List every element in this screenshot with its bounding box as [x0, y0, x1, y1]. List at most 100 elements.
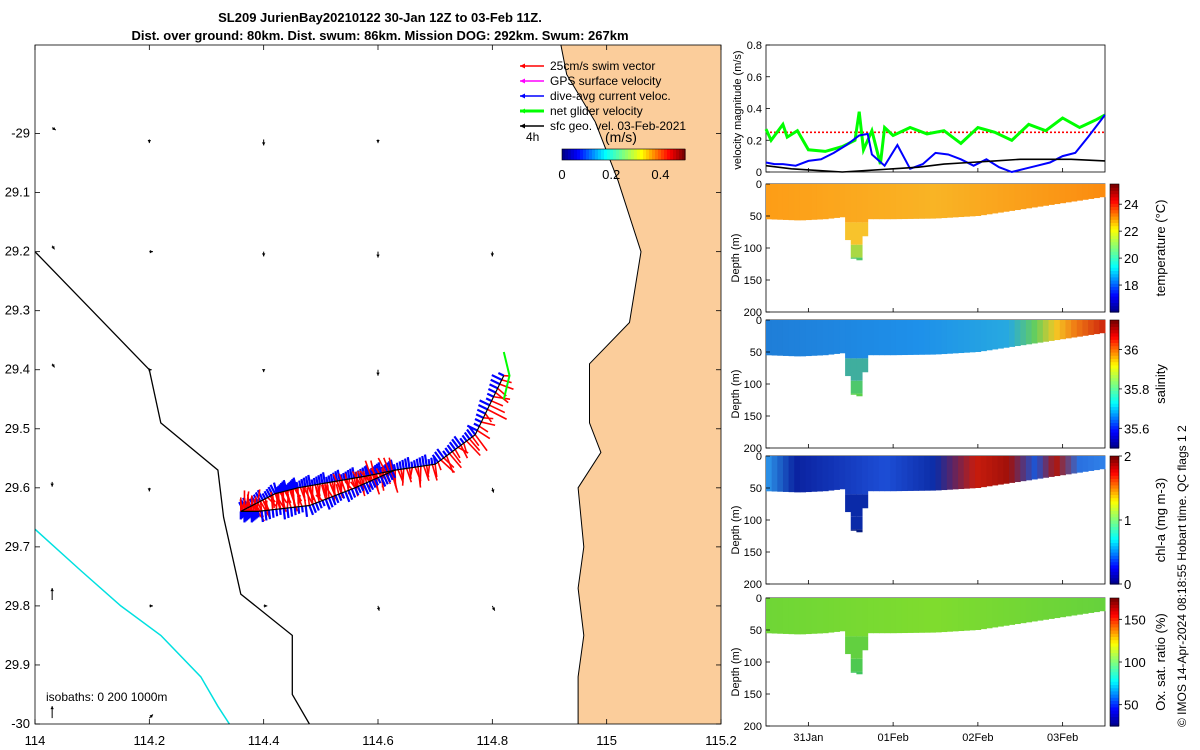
- salinity-section-cbar-cell-2: [1110, 438, 1119, 443]
- oxygen-section-ytick-label-4: 200: [744, 721, 762, 733]
- chla-section-strip-35: [963, 456, 970, 489]
- dive-vector-127: [260, 510, 264, 523]
- chla-section-strip-27: [918, 456, 925, 491]
- vel-ylabel: velocity magnitude (m/s): [732, 50, 744, 169]
- dive-vector-101: [263, 490, 269, 499]
- chla-section-strip-44: [1014, 456, 1021, 483]
- chla-section-cbar-cell-36: [1110, 465, 1119, 470]
- oxygen-section-cbar-cell-33: [1110, 617, 1119, 621]
- dive-vector-93: [279, 482, 285, 492]
- current-arrowhead-12: [376, 372, 380, 376]
- oxygen-section-cbar-cell-37: [1110, 604, 1119, 609]
- oxygen-section-cbar-cell-36: [1110, 607, 1119, 612]
- temperature-section-strip-50: [1048, 184, 1055, 205]
- oxygen-section-cbar-cell-6: [1110, 703, 1119, 708]
- salinity-section-strip-12: [833, 320, 840, 354]
- oxygen-section-cbar-cell-2: [1110, 716, 1119, 721]
- map-xtick-label-2: 114.4: [248, 733, 280, 748]
- dive-vector-79: [307, 474, 312, 486]
- swim-vector-126: [253, 499, 259, 512]
- chla-section-strip-18: [867, 456, 874, 492]
- oxygen-section-strip-11: [828, 598, 835, 633]
- dive-vector-165: [385, 473, 392, 483]
- swim-vector-150: [332, 473, 343, 494]
- salinity-section-cbar-cell-30: [1110, 348, 1119, 353]
- swim-vector-8: [487, 408, 507, 420]
- dive-vector-70: [329, 473, 334, 483]
- current-arrowhead-14: [147, 488, 152, 492]
- temperature-section-strip-19: [873, 184, 880, 220]
- temperature-section-strip-39: [986, 184, 993, 215]
- temperature-section-canyon-b-15: [850, 244, 857, 258]
- surface-current-arrows: [50, 126, 496, 719]
- colorbar-cell-33: [661, 149, 665, 160]
- salinity-section-strip-29: [929, 320, 936, 355]
- swim-vector-166: [383, 457, 391, 473]
- date-tick-label-2: 02Feb: [962, 732, 993, 744]
- oxygen-section-strip-12: [833, 598, 840, 632]
- chla-section-cbar-cell-11: [1110, 545, 1119, 550]
- swim-vector-142: [309, 486, 317, 504]
- salinity-section-strip-47: [1031, 320, 1038, 344]
- temperature-section-cbar-label: temperature (°C): [1153, 200, 1168, 297]
- temperature-section-cbar-cell-3: [1110, 299, 1119, 303]
- swim-vector-31: [425, 465, 430, 478]
- dive-vector-43: [389, 459, 395, 471]
- salinity-section-strip-15: [850, 320, 857, 359]
- salinity-section-cbar-cell-38: [1110, 323, 1119, 327]
- temperature-section-cbar-cell-23: [1110, 235, 1119, 239]
- dive-vector-94: [278, 484, 283, 493]
- dive-vector-145: [324, 498, 331, 510]
- chla-section-ytick-label-3: 150: [744, 547, 762, 559]
- chla-section-strip-24: [901, 456, 908, 492]
- current-arrowhead-22: [149, 714, 153, 718]
- salinity-section-strip-41: [997, 320, 1004, 349]
- oxygen-section-strip-13: [839, 598, 846, 632]
- dive-vector-8: [477, 404, 488, 411]
- temperature-section-cbar-cell-28: [1110, 219, 1119, 223]
- temperature-section-cbar-cell-18: [1110, 251, 1119, 255]
- colorbar-cell-19: [619, 149, 623, 160]
- dive-vector-15: [466, 428, 474, 438]
- colorbar-cell-16: [610, 149, 614, 160]
- legend-arrowhead-3: [520, 108, 525, 114]
- oxygen-section-strip-46: [1025, 598, 1033, 623]
- oxygen-section-cbar-label: Ox. sat. ratio (%): [1153, 613, 1168, 711]
- swim-vector-156: [351, 470, 362, 486]
- salinity-section-cbar-cell-27: [1110, 358, 1119, 363]
- dive-vector-85: [292, 477, 298, 489]
- temperature-section-cbar-cell-38: [1110, 187, 1119, 191]
- salinity-section-strip-4: [788, 320, 795, 357]
- chla-section-cbar-cell-37: [1110, 462, 1119, 467]
- temperature-section-ctick-label-1: 20: [1124, 251, 1138, 266]
- chla-section-strip-2: [777, 456, 784, 492]
- legend-arrowhead-2: [520, 93, 525, 99]
- chla-section-strip-26: [912, 456, 920, 491]
- vel-ytick-label-1: 0.2: [747, 135, 762, 147]
- dive-vector-87: [289, 480, 295, 490]
- temperature-section-ctick-label-2: 22: [1124, 224, 1138, 239]
- chla-section-cbar-cell-2: [1110, 574, 1119, 579]
- current-arrowhead-11: [261, 369, 266, 373]
- dive-vector-86: [291, 478, 296, 489]
- dive-vector-71: [327, 475, 331, 483]
- swim-vector-147: [323, 484, 333, 498]
- oxygen-section-strip-5: [794, 598, 801, 635]
- section-oxygen-section: 0 50 100 150 200 Depth (m) 50 100 150 Ox. sat. ra…: [730, 593, 1168, 733]
- salinity-section-strip-13: [839, 320, 846, 354]
- oxygen-section-cbar-cell-31: [1110, 623, 1119, 628]
- temperature-section-strip-45: [1020, 184, 1027, 210]
- salinity-section-cbar-cell-23: [1110, 371, 1119, 375]
- oxygen-section-cbar-cell-4: [1110, 710, 1119, 714]
- colorbar-cell-5: [577, 149, 581, 160]
- dive-vector-89: [286, 482, 291, 491]
- colorbar-cell-11: [595, 149, 599, 160]
- chla-section-strip-37: [975, 456, 982, 488]
- oxygen-section-cbar-cell-30: [1110, 626, 1119, 631]
- temperature-section-strip-23: [895, 184, 903, 220]
- swim-vector-17: [466, 440, 481, 457]
- temperature-section-strip-20: [879, 184, 886, 220]
- oxygen-section-strip-22: [890, 598, 897, 634]
- chla-section-strip-33: [952, 456, 959, 490]
